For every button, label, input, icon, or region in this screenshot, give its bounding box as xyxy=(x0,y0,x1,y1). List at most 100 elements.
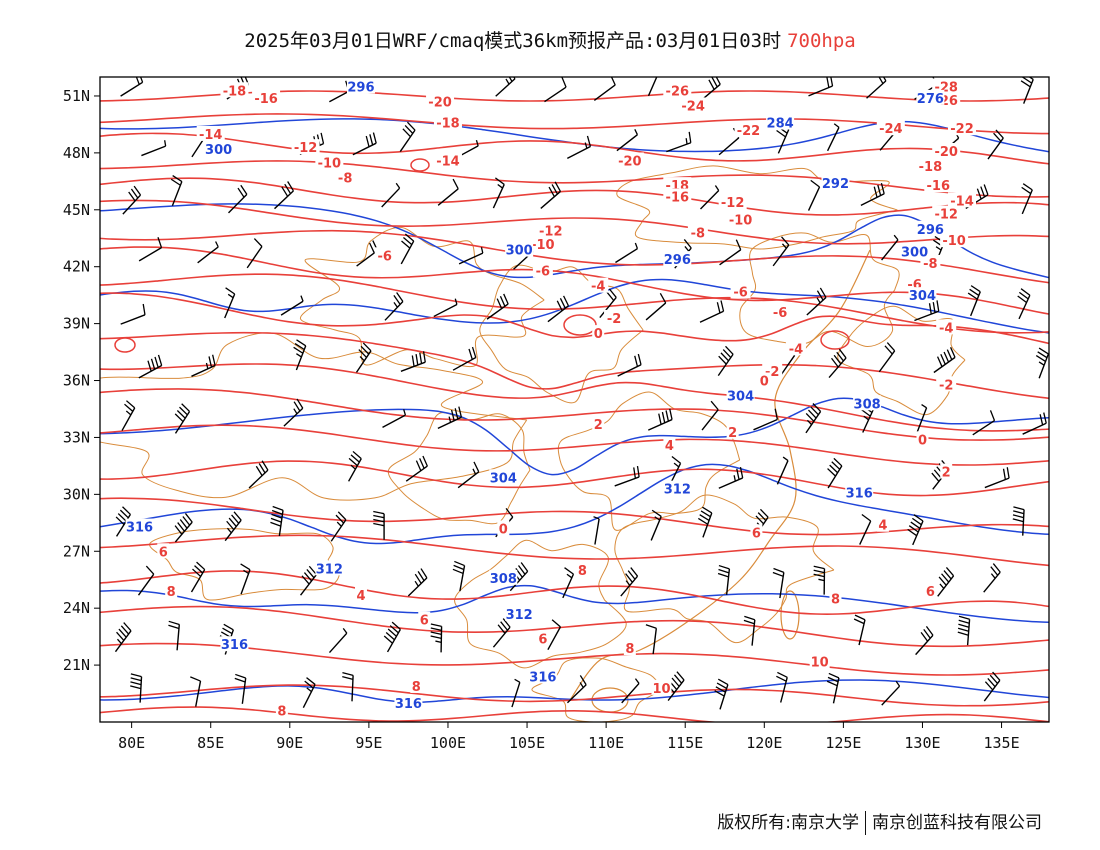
wind-barb xyxy=(170,174,183,207)
temperature-label-bg xyxy=(940,463,953,479)
wind-barb xyxy=(407,568,428,597)
wind-barb xyxy=(808,77,834,97)
temperature-contour xyxy=(100,229,1049,284)
wind-barb xyxy=(381,182,401,208)
wind-barb xyxy=(807,179,821,211)
wind-barb xyxy=(860,182,885,206)
temperature-contour xyxy=(100,132,1049,165)
temperature-label-bg xyxy=(433,152,462,168)
temperature-label-bg xyxy=(165,583,178,599)
temperature-label-bg xyxy=(924,583,937,599)
wind-barb xyxy=(547,619,562,650)
wind-barb xyxy=(138,237,163,262)
boundary-layer xyxy=(100,165,966,722)
wind-barb xyxy=(511,678,521,708)
temperature-label: -10 xyxy=(318,156,342,171)
temperature-label-bg xyxy=(730,283,751,299)
temperature-label: -6 xyxy=(733,285,747,300)
wind-barb xyxy=(1012,506,1025,536)
lat-tick-label: 24N xyxy=(63,599,90,617)
wind-barb xyxy=(972,410,996,436)
temperature-label-bg xyxy=(924,177,953,193)
temperature-label-bg xyxy=(948,192,977,208)
temperature-label-bg xyxy=(536,222,565,238)
wind-barb xyxy=(719,239,742,266)
temperature-label-bg xyxy=(932,142,961,158)
temperature-label: -16 xyxy=(927,179,951,194)
temperature-label: -12 xyxy=(721,196,745,211)
height-label-layer: 2963002842762922963002963003043043083043… xyxy=(125,78,945,712)
temperature-label: -20 xyxy=(618,154,642,169)
wind-barb xyxy=(957,615,971,646)
temperature-label: -22 xyxy=(950,122,974,137)
wind-barb xyxy=(828,348,847,379)
wind-barb xyxy=(650,509,662,541)
footer-left: 版权所有:南京大学 xyxy=(717,813,859,833)
height-label-bg xyxy=(505,605,534,621)
temperature-label: -18 xyxy=(223,84,247,99)
wind-barb xyxy=(293,339,307,371)
wind-barb xyxy=(400,351,426,372)
wind-barb xyxy=(437,406,463,430)
title-main: 2025年03月01日WRF/cmaq模式36km预报产品:03月01日03时 xyxy=(244,30,782,52)
temperature-label: -10 xyxy=(531,238,555,253)
temperature-contour-ring xyxy=(114,337,136,353)
temperature-label-bg xyxy=(936,319,957,335)
height-label-bg xyxy=(766,114,795,130)
temperature-label-bg xyxy=(252,89,281,105)
temperature-label-bg xyxy=(291,139,320,155)
wind-barb xyxy=(827,457,843,489)
wind-barb xyxy=(342,672,354,702)
temperature-label-bg xyxy=(615,152,644,168)
lat-tick-label: 51N xyxy=(63,87,90,105)
temperature-contour xyxy=(100,570,1049,615)
temperature-label-bg xyxy=(528,235,557,251)
temperature-label: 0 xyxy=(760,375,769,390)
temperature-label-bg xyxy=(651,679,672,695)
wind-barb xyxy=(228,184,248,214)
wind-barb xyxy=(274,181,294,210)
wind-barb xyxy=(866,77,887,99)
wind-barb xyxy=(452,346,477,371)
height-label: 300 xyxy=(901,246,928,261)
wind-barb xyxy=(776,456,789,485)
height-label: 308 xyxy=(490,572,517,587)
temperature-label: -18 xyxy=(919,160,943,175)
wind-barb xyxy=(776,671,788,703)
temperature-label-bg xyxy=(315,154,344,170)
wind-barb xyxy=(697,506,713,538)
wind-barb xyxy=(983,671,1001,702)
plot-frame xyxy=(99,76,1050,723)
temperature-label: -2 xyxy=(607,312,621,327)
coastline xyxy=(569,249,871,701)
temperature-contour-ring xyxy=(563,314,597,336)
height-contour xyxy=(100,278,1049,334)
height-label: 316 xyxy=(529,670,556,685)
temperature-label-bg xyxy=(679,97,708,113)
temperature-label-bg xyxy=(750,524,763,540)
footer-right: 南京创蓝科技有限公司 xyxy=(872,813,1042,833)
temperature-label-bg xyxy=(220,82,249,98)
temperature-label-bg xyxy=(410,677,423,693)
temperature-label-bg xyxy=(904,275,925,291)
temperature-label: 6 xyxy=(420,614,429,629)
wind-barb xyxy=(916,403,928,433)
lat-tick-label: 21N xyxy=(63,656,90,674)
lon-tick-label: 135E xyxy=(983,734,1019,752)
wind-barb xyxy=(130,673,143,703)
height-contour xyxy=(100,584,1049,624)
temperature-contour-ring xyxy=(410,158,430,172)
temperature-label: -12 xyxy=(934,208,958,223)
temperature-label: 10 xyxy=(811,655,829,670)
temperature-label: -14 xyxy=(950,194,974,209)
temperature-label-bg xyxy=(920,254,941,270)
wind-barb xyxy=(617,353,642,377)
height-label-bg xyxy=(916,220,945,236)
temperature-contour xyxy=(100,292,1049,345)
temperature-contour xyxy=(100,534,1049,567)
temperature-label-bg xyxy=(592,325,605,341)
wind-barb xyxy=(540,181,562,209)
wind-barb xyxy=(280,295,304,316)
wind-barb xyxy=(701,400,719,431)
wind-barb xyxy=(355,342,372,373)
